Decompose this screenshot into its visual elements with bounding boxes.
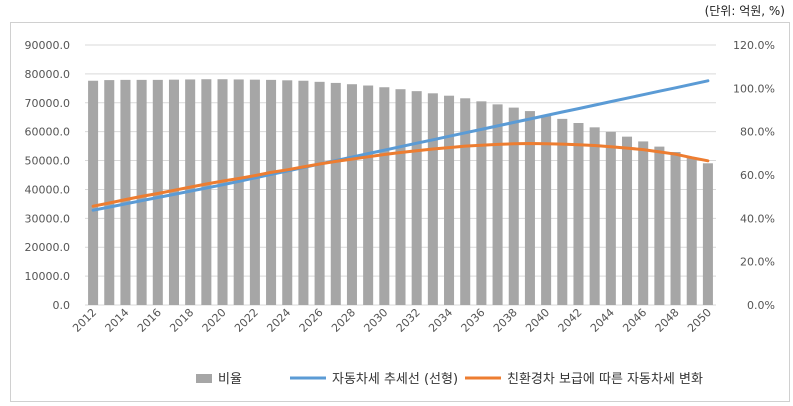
left-axis-tick-label: 90000.0	[25, 39, 71, 52]
unit-note: (단위: 억원, %)	[704, 4, 785, 18]
legend-label-eco: 친환경차 보급에 따른 자동차세 변화	[507, 372, 703, 387]
bar	[395, 89, 406, 305]
bar	[508, 107, 519, 305]
x-axis-tick-label: 2012	[70, 306, 99, 335]
left-axis-tick-label: 30000.0	[25, 212, 71, 225]
bar	[379, 87, 390, 305]
bar	[136, 79, 147, 305]
bar	[654, 146, 665, 305]
x-axis-tick-label: 2044	[588, 306, 617, 335]
right-axis-tick-label: 0.0%	[747, 299, 775, 312]
bar	[573, 123, 584, 305]
right-axis-tick-label: 40.0%	[740, 212, 775, 225]
x-axis-tick-label: 2022	[232, 306, 261, 335]
x-axis-tick-label: 2046	[620, 306, 649, 335]
bar	[346, 84, 357, 305]
left-axis-tick-label: 70000.0	[25, 97, 71, 110]
bar	[557, 118, 568, 305]
bar	[670, 152, 681, 305]
bar	[427, 93, 438, 305]
bar	[476, 101, 487, 305]
bar-series	[88, 79, 713, 306]
bar	[104, 80, 115, 305]
x-axis-tick-label: 2042	[556, 306, 585, 335]
x-axis-tick-label: 2024	[264, 306, 293, 335]
legend-label-bars: 비율	[218, 372, 242, 387]
bar	[541, 114, 552, 305]
bar	[88, 80, 99, 305]
chart-frame	[10, 22, 790, 402]
legend: 비율 자동차세 추세선 (선형) 친환경차 보급에 따른 자동차세 변화	[196, 372, 703, 387]
right-axis-tick-label: 20.0%	[740, 256, 775, 269]
bar	[217, 79, 228, 305]
bar	[524, 111, 535, 305]
x-axis-tick-label: 2036	[459, 306, 488, 335]
x-axis-tick-label: 2038	[491, 306, 520, 335]
x-axis-tick-label: 2014	[103, 306, 132, 335]
bar	[266, 79, 277, 305]
x-axis-tick-label: 2028	[329, 306, 358, 335]
left-axis-ticks: 0.0 10000.0 20000.0 30000.0 40000.0 50000.0 60…	[25, 39, 71, 312]
bar	[621, 136, 633, 305]
right-axis-tick-label: 80.0%	[740, 126, 775, 139]
x-axis-tick-label: 2048	[653, 306, 682, 335]
x-axis-tick-label: 2018	[167, 306, 196, 335]
bar	[330, 82, 341, 306]
bar	[492, 104, 503, 305]
bar	[314, 81, 325, 305]
x-axis-tick-label: 2020	[200, 306, 229, 335]
x-axis-tick-label: 2050	[685, 306, 714, 335]
bar	[411, 91, 422, 306]
x-axis-tick-label: 2026	[297, 306, 326, 335]
left-axis-tick-label: 20000.0	[25, 241, 71, 254]
bar	[605, 131, 616, 305]
legend-swatch-bars	[196, 374, 212, 383]
left-axis-tick-label: 0.0	[53, 299, 71, 312]
x-axis-tick-label: 2034	[426, 306, 455, 335]
x-axis-tick-label: 2016	[135, 306, 164, 335]
left-axis-tick-label: 10000.0	[25, 270, 71, 283]
right-axis-tick-label: 120.0%	[733, 39, 775, 52]
left-axis-tick-label: 50000.0	[25, 155, 71, 168]
bar	[460, 98, 471, 305]
bar	[298, 80, 309, 305]
right-axis-tick-label: 100.0%	[733, 82, 775, 95]
right-axis-tick-label: 60.0%	[740, 169, 775, 182]
x-axis-tick-label: 2030	[361, 306, 390, 335]
bar	[249, 79, 260, 306]
bar	[120, 79, 131, 305]
bar	[686, 157, 697, 305]
bar	[444, 95, 455, 305]
trend-line	[91, 79, 710, 212]
bar	[282, 80, 293, 305]
x-axis-ticks: 2012 2014 2016 2018 2020 2022 2024 2026 2028 2030…	[70, 306, 714, 335]
bar	[168, 79, 180, 306]
bar	[702, 163, 713, 305]
bar	[363, 85, 374, 306]
left-axis-tick-label: 80000.0	[25, 68, 71, 81]
legend-label-trend: 자동차세 추세선 (선형)	[332, 372, 458, 387]
left-axis-tick-label: 60000.0	[25, 126, 71, 139]
x-axis-tick-label: 2032	[394, 306, 423, 335]
bar	[638, 141, 649, 305]
bar	[201, 79, 212, 305]
line-series	[91, 79, 710, 212]
bar	[233, 79, 244, 305]
right-axis-ticks: 0.0% 20.0% 40.0% 60.0% 80.0% 100.0% 120.0%	[733, 39, 775, 312]
left-axis-tick-label: 40000.0	[25, 183, 71, 196]
eco-line	[91, 142, 710, 208]
x-axis-tick-label: 2040	[523, 306, 552, 335]
bar	[589, 127, 600, 305]
